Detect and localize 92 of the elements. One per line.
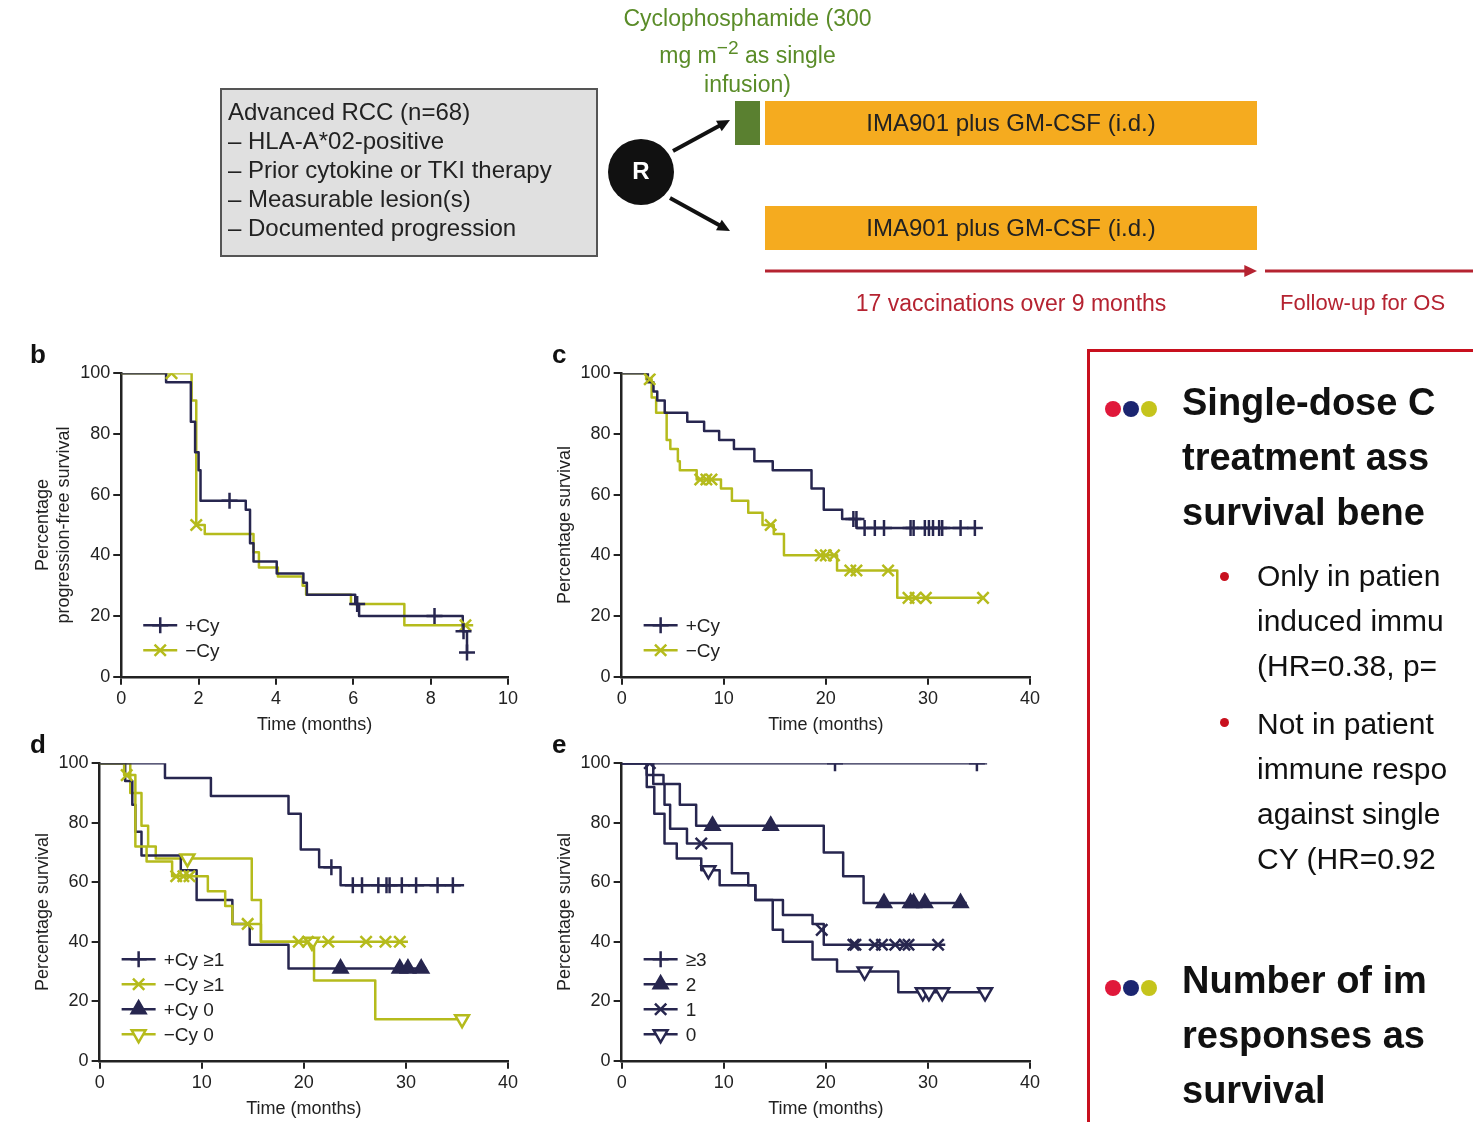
text: survival <box>1182 1068 1326 1113</box>
legend-label: +Cy <box>185 614 221 636</box>
x-axis-title: Time (months) <box>768 1098 884 1119</box>
y-tick-label: 80 <box>90 422 111 443</box>
text: Advanced RCC (n=68) <box>228 97 471 126</box>
y-tick-label: 20 <box>590 605 611 626</box>
chart-title: d <box>30 728 46 759</box>
legend-label: ≥3 <box>685 948 707 970</box>
y-tick-label: 100 <box>580 752 611 773</box>
x-axis-title: Time (months) <box>768 714 884 735</box>
text: R <box>631 157 651 185</box>
y-axis-title: Percentage progression-free survival <box>31 426 74 624</box>
x-tick-label: 2 <box>193 687 204 708</box>
y-tick-label: 60 <box>90 483 111 504</box>
y-tick-label: 20 <box>90 605 111 626</box>
y-tick-label: 60 <box>590 483 611 504</box>
y-tick-label: 0 <box>78 1049 89 1070</box>
x-tick-label: 40 <box>1019 1071 1041 1092</box>
x-tick-label: 20 <box>293 1071 314 1092</box>
x-tick-label: 0 <box>616 1071 627 1092</box>
text: IMA901 plus GM-CSF (i.d.) <box>865 214 1157 242</box>
chart-title: b <box>30 338 46 369</box>
x-axis-title: Time (months) <box>256 714 373 735</box>
x-tick-label: 4 <box>270 687 281 708</box>
text: responses as <box>1182 1013 1425 1058</box>
text: Single-dose C <box>1182 380 1436 425</box>
text: – Measurable lesion(s) <box>228 184 471 213</box>
text: Not in patient <box>1257 706 1434 742</box>
text: treatment ass <box>1182 435 1430 480</box>
y-axis-title: Percentage survival <box>553 445 574 605</box>
text: – Prior cytokine or TKI therapy <box>228 155 552 184</box>
y-tick-label: 40 <box>590 930 611 951</box>
y-tick-label: 0 <box>100 665 111 686</box>
y-tick-label: 60 <box>590 871 611 892</box>
x-axis-title: Time (months) <box>246 1098 362 1119</box>
legend-label: −Cy <box>685 639 721 661</box>
legend-label: +Cy ≥1 <box>163 948 225 970</box>
x-tick-label: 10 <box>497 687 519 708</box>
x-tick-label: 40 <box>1019 687 1041 708</box>
text: against single <box>1257 796 1441 832</box>
y-tick-label: 80 <box>68 811 89 832</box>
x-tick-label: 20 <box>815 1071 836 1092</box>
y-tick-label: 40 <box>90 544 111 565</box>
text: immune respo <box>1257 751 1448 787</box>
chart-title: e <box>552 728 567 759</box>
text: Cyclophosphamide (300 mg m$^{−2}$ as single infusion) <box>622 4 873 99</box>
legend-label: 2 <box>685 973 697 995</box>
y-tick-label: 0 <box>600 1049 611 1070</box>
y-tick-label: 60 <box>68 871 89 892</box>
text: (HR=0.38, p= <box>1257 648 1438 684</box>
legend-label: −Cy <box>185 639 221 661</box>
text: Number of im <box>1182 958 1427 1003</box>
x-tick-label: 0 <box>116 687 127 708</box>
y-tick-label: 40 <box>68 930 89 951</box>
legend-label: −Cy ≥1 <box>163 973 225 995</box>
text: CY (HR=0.92 <box>1257 841 1436 877</box>
x-tick-label: 10 <box>713 1071 734 1092</box>
text: induced immu <box>1257 603 1444 639</box>
text: survival bene <box>1182 490 1425 535</box>
x-tick-label: 6 <box>348 687 359 708</box>
y-tick-label: 100 <box>80 362 111 383</box>
text: IMA901 plus GM-CSF (i.d.) <box>865 109 1157 137</box>
y-tick-label: 80 <box>590 811 611 832</box>
y-tick-label: 20 <box>68 990 89 1011</box>
x-tick-label: 40 <box>497 1071 519 1092</box>
x-tick-label: 20 <box>815 687 836 708</box>
y-tick-label: 100 <box>580 362 611 383</box>
y-tick-label: 100 <box>58 752 89 773</box>
legend-label: +Cy <box>685 614 721 636</box>
y-tick-label: 0 <box>600 665 611 686</box>
x-tick-label: 8 <box>425 687 436 708</box>
x-tick-label: 0 <box>616 687 627 708</box>
y-axis-title: Percentage survival <box>31 832 52 992</box>
legend-label: +Cy 0 <box>163 998 214 1020</box>
y-axis-title: Percentage survival <box>553 832 574 992</box>
text: Follow-up for OS <box>1280 290 1446 316</box>
y-tick-label: 80 <box>590 422 611 443</box>
x-tick-label: 30 <box>395 1071 416 1092</box>
legend-label: −Cy 0 <box>163 1023 214 1045</box>
chart-title: c <box>552 338 567 369</box>
text: 17 vaccinations over 9 months <box>854 290 1168 317</box>
text: – HLA-A*02-positive <box>228 126 445 155</box>
y-tick-label: 20 <box>590 990 611 1011</box>
text: – Documented progression <box>228 213 517 242</box>
legend-label: 1 <box>685 998 697 1020</box>
x-tick-label: 30 <box>917 687 938 708</box>
x-tick-label: 10 <box>191 1071 212 1092</box>
y-tick-label: 40 <box>590 544 611 565</box>
x-tick-label: 10 <box>713 687 734 708</box>
text: Only in patien <box>1257 558 1441 594</box>
legend-label: 0 <box>685 1023 697 1045</box>
x-tick-label: 30 <box>917 1071 938 1092</box>
